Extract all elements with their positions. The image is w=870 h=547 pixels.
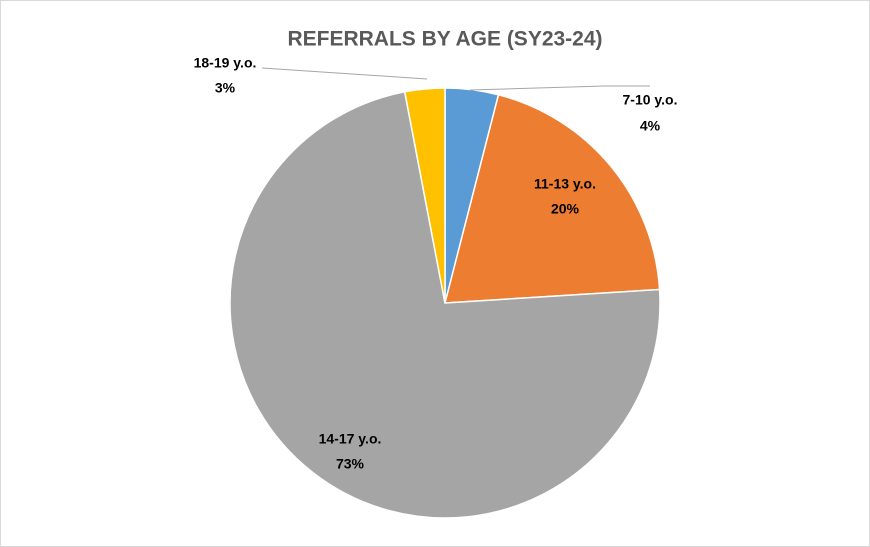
- chart-title: REFERRALS BY AGE (SY23-24): [287, 28, 602, 51]
- category-label: 7-10 y.o.: [623, 92, 678, 108]
- category-label: 11-13 y.o.: [534, 176, 596, 192]
- leader-line: [469, 85, 605, 91]
- value-label: 3%: [215, 80, 236, 96]
- pie-slice: [444, 93, 661, 304]
- value-label: 4%: [640, 118, 661, 134]
- slices: [229, 87, 661, 519]
- category-label: 14-17 y.o.: [319, 431, 382, 447]
- pie-slice: [403, 87, 446, 304]
- pie-slice: [229, 90, 661, 519]
- value-label: 73%: [336, 456, 365, 472]
- value-label: 20%: [551, 201, 580, 217]
- category-label: 18-19 y.o.: [194, 55, 257, 71]
- leader-line: [261, 67, 428, 80]
